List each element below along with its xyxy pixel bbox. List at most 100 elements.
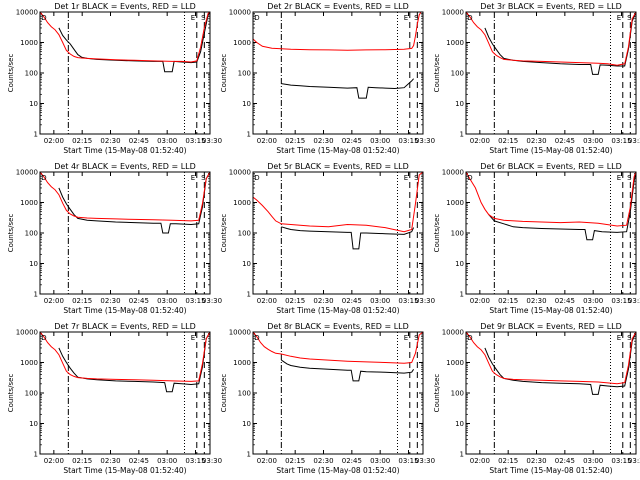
x-tick-label: 02:30 bbox=[526, 457, 546, 465]
marker-d: D bbox=[254, 174, 259, 182]
chart-panel-5: Det 5r BLACK = Events, RED = LLD 1 10 100 10… bbox=[220, 162, 435, 315]
x-tick-label: 03:15 bbox=[611, 137, 631, 145]
series-red-lld bbox=[466, 172, 636, 227]
x-tick-label: 02:00 bbox=[44, 457, 64, 465]
y-tick-label: 1000 bbox=[20, 359, 38, 367]
series-red-lld bbox=[40, 172, 210, 222]
y-tick-label: 100 bbox=[25, 390, 38, 398]
y-tick-label: 1000 bbox=[446, 359, 464, 367]
chart-title: Det 1r BLACK = Events, RED = LLD bbox=[54, 2, 196, 11]
y-tick-label: 10 bbox=[455, 100, 464, 108]
marker-s: S bbox=[627, 14, 632, 22]
x-tick-label: 02:45 bbox=[342, 137, 362, 145]
y-tick-label: 10000 bbox=[16, 329, 38, 337]
chart-title: Det 8r BLACK = Events, RED = LLD bbox=[267, 322, 409, 331]
y-tick-label: 1 bbox=[460, 131, 464, 139]
y-tick-label: 1000 bbox=[446, 199, 464, 207]
x-tick-label: 02:45 bbox=[555, 137, 575, 145]
x-tick-label: 02:15 bbox=[285, 137, 305, 145]
x-tick-label: 03:15 bbox=[611, 457, 631, 465]
plot-frame bbox=[252, 171, 424, 295]
x-tick-label: 03:00 bbox=[370, 137, 390, 145]
x-tick-label: 02:15 bbox=[285, 457, 305, 465]
series-red-lld bbox=[466, 332, 636, 385]
chart-title: Det 6r BLACK = Events, RED = LLD bbox=[480, 162, 622, 171]
chart-title: Det 4r BLACK = Events, RED = LLD bbox=[54, 162, 196, 171]
x-tick-label: 02:30 bbox=[526, 297, 546, 305]
x-tick-label: 02:45 bbox=[342, 297, 362, 305]
x-tick-label: 03:15 bbox=[185, 297, 205, 305]
marker-e: E bbox=[191, 334, 195, 342]
marker-s: S bbox=[201, 174, 206, 182]
y-tick-label: 1000 bbox=[446, 39, 464, 47]
x-tick-label: 02:00 bbox=[470, 297, 490, 305]
y-axis-label: Counts/sec bbox=[220, 374, 228, 413]
y-tick-label: 10000 bbox=[442, 329, 464, 337]
series-red-lld bbox=[253, 172, 423, 233]
y-tick-label: 10000 bbox=[229, 329, 251, 337]
chart-panel-2: Det 2r BLACK = Events, RED = LLD 1 10 100 10… bbox=[220, 2, 435, 155]
series-black-events bbox=[58, 332, 210, 393]
y-tick-label: 1 bbox=[247, 131, 251, 139]
y-tick-label: 10 bbox=[242, 420, 251, 428]
marker-d: D bbox=[467, 14, 472, 22]
x-tick-label: 02:45 bbox=[342, 457, 362, 465]
chart-title: Det 3r BLACK = Events, RED = LLD bbox=[480, 2, 622, 11]
chart-panel-9: Det 9r BLACK = Events, RED = LLD 1 10 100 10… bbox=[433, 322, 640, 475]
x-tick-label: 02:00 bbox=[470, 457, 490, 465]
series-black-events bbox=[488, 172, 636, 241]
x-tick-label: 03:30 bbox=[202, 457, 222, 465]
y-tick-label: 10000 bbox=[229, 169, 251, 177]
x-tick-label: 02:15 bbox=[498, 297, 518, 305]
marker-s: S bbox=[627, 174, 632, 182]
marker-d: D bbox=[41, 14, 46, 22]
y-tick-label: 1 bbox=[247, 451, 251, 459]
series-red-lld bbox=[466, 12, 636, 66]
chart-title: Det 9r BLACK = Events, RED = LLD bbox=[480, 322, 622, 331]
x-tick-label: 02:00 bbox=[470, 137, 490, 145]
marker-d: D bbox=[41, 174, 46, 182]
y-tick-label: 10 bbox=[242, 100, 251, 108]
y-axis-label: Counts/sec bbox=[7, 374, 15, 413]
x-tick-label: 02:30 bbox=[100, 457, 120, 465]
marker-d: D bbox=[467, 334, 472, 342]
x-axis-label: Start Time (15-May-08 01:52:40) bbox=[63, 466, 186, 475]
marker-s: S bbox=[414, 334, 419, 342]
x-tick-label: 02:15 bbox=[72, 457, 92, 465]
marker-e: E bbox=[191, 174, 195, 182]
marker-s: S bbox=[201, 14, 206, 22]
series-black-events bbox=[58, 172, 210, 234]
x-tick-label: 03:00 bbox=[583, 137, 603, 145]
y-tick-label: 100 bbox=[25, 70, 38, 78]
x-tick-label: 03:15 bbox=[611, 297, 631, 305]
series-black-events bbox=[484, 332, 636, 395]
marker-s: S bbox=[627, 334, 632, 342]
y-tick-label: 1000 bbox=[233, 199, 251, 207]
x-tick-label: 02:45 bbox=[555, 297, 575, 305]
marker-e: E bbox=[404, 334, 408, 342]
y-tick-label: 100 bbox=[451, 390, 464, 398]
plot-frame bbox=[465, 171, 637, 295]
marker-e: E bbox=[191, 14, 195, 22]
x-tick-label: 03:30 bbox=[202, 137, 222, 145]
x-tick-label: 03:30 bbox=[415, 137, 435, 145]
x-tick-label: 02:30 bbox=[100, 137, 120, 145]
y-tick-label: 10000 bbox=[16, 9, 38, 17]
x-tick-label: 03:15 bbox=[185, 137, 205, 145]
y-tick-label: 1000 bbox=[233, 359, 251, 367]
x-tick-label: 02:00 bbox=[44, 297, 64, 305]
y-tick-label: 10 bbox=[455, 260, 464, 268]
chart-title: Det 5r BLACK = Events, RED = LLD bbox=[267, 162, 409, 171]
x-tick-label: 03:30 bbox=[415, 457, 435, 465]
y-tick-label: 1 bbox=[34, 291, 38, 299]
x-tick-label: 02:45 bbox=[129, 297, 149, 305]
marker-d: D bbox=[254, 334, 259, 342]
plot-frame bbox=[252, 331, 424, 455]
marker-e: E bbox=[617, 14, 621, 22]
y-tick-label: 10 bbox=[29, 420, 38, 428]
marker-s: S bbox=[414, 174, 419, 182]
x-tick-label: 02:00 bbox=[257, 297, 277, 305]
plot-frame bbox=[252, 11, 424, 135]
x-tick-label: 02:15 bbox=[498, 137, 518, 145]
